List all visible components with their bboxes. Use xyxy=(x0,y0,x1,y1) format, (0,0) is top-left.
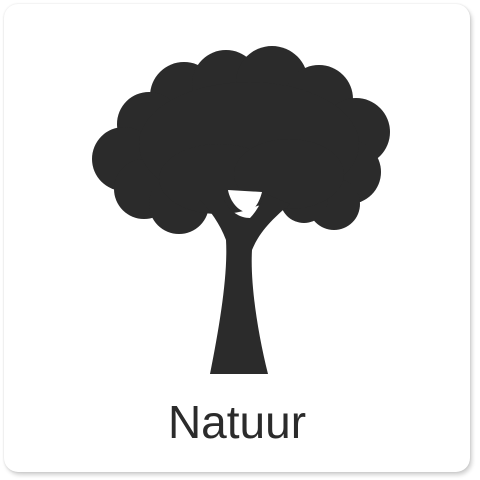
tile-label: Natuur xyxy=(167,396,307,448)
tree-icon xyxy=(92,46,390,374)
natuur-tile[interactable]: Natuur xyxy=(4,4,470,472)
